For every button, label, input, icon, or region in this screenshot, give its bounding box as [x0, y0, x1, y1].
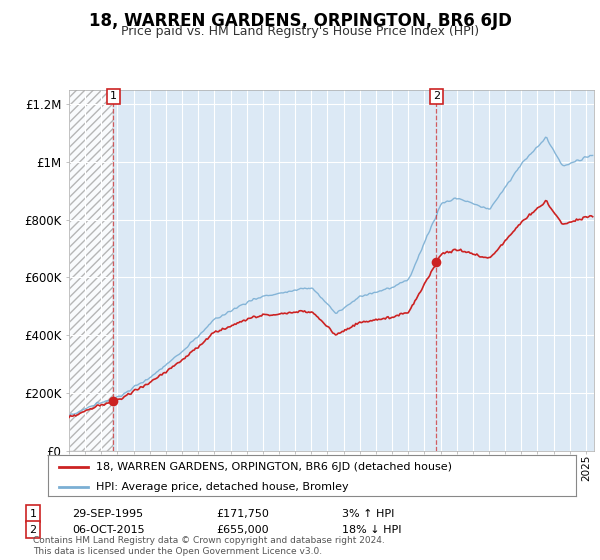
- Text: 18% ↓ HPI: 18% ↓ HPI: [342, 525, 401, 535]
- Text: 2: 2: [433, 91, 440, 101]
- Text: 3% ↑ HPI: 3% ↑ HPI: [342, 508, 394, 519]
- Text: £171,750: £171,750: [216, 508, 269, 519]
- Text: 06-OCT-2015: 06-OCT-2015: [72, 525, 145, 535]
- Text: 29-SEP-1995: 29-SEP-1995: [72, 508, 143, 519]
- Text: 2: 2: [29, 525, 37, 535]
- Text: £655,000: £655,000: [216, 525, 269, 535]
- Text: Price paid vs. HM Land Registry's House Price Index (HPI): Price paid vs. HM Land Registry's House …: [121, 25, 479, 38]
- Text: HPI: Average price, detached house, Bromley: HPI: Average price, detached house, Brom…: [95, 482, 348, 492]
- Text: 18, WARREN GARDENS, ORPINGTON, BR6 6JD: 18, WARREN GARDENS, ORPINGTON, BR6 6JD: [89, 12, 511, 30]
- Text: Contains HM Land Registry data © Crown copyright and database right 2024.
This d: Contains HM Land Registry data © Crown c…: [33, 536, 385, 556]
- Text: 1: 1: [110, 91, 117, 101]
- Text: 18, WARREN GARDENS, ORPINGTON, BR6 6JD (detached house): 18, WARREN GARDENS, ORPINGTON, BR6 6JD (…: [95, 461, 452, 472]
- Text: 1: 1: [29, 508, 37, 519]
